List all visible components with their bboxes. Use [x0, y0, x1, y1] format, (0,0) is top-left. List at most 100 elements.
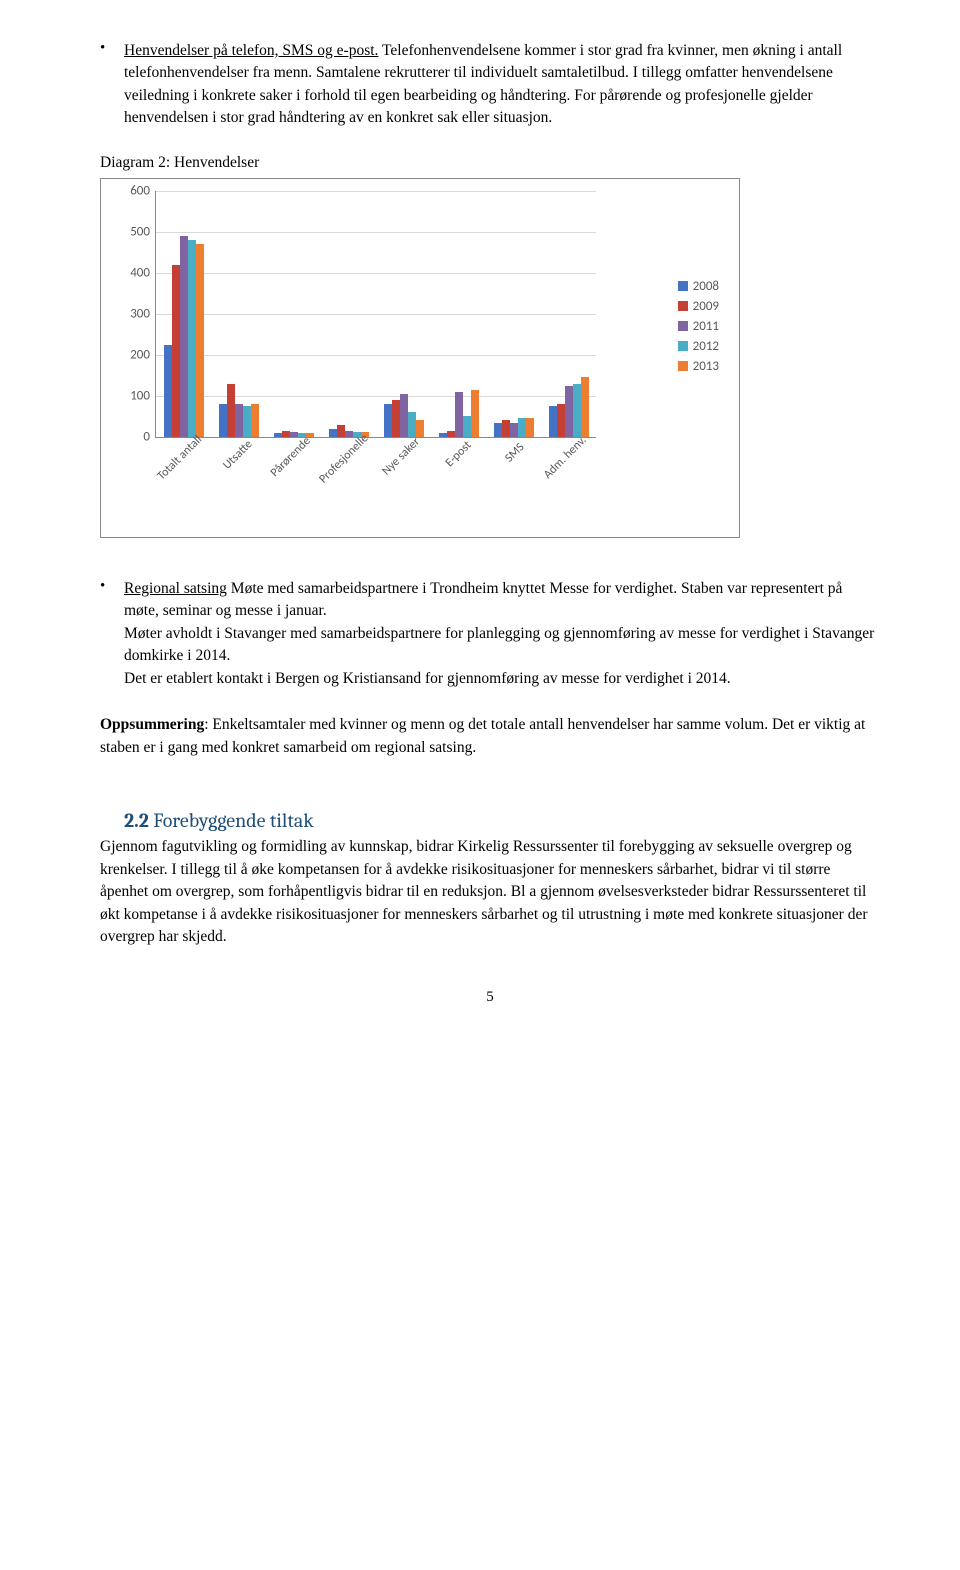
chart-bar: [439, 433, 447, 437]
chart-xlabel: Profesjonelle: [316, 431, 371, 486]
chart-xlabel-cell: Pårørende: [265, 441, 320, 521]
chart-bar: [164, 345, 172, 437]
bullet-marker: •: [100, 578, 124, 690]
section-heading: 2.2 Forebyggende tiltak: [124, 809, 880, 832]
chart-category-group: [321, 191, 376, 437]
chart-bar: [549, 406, 557, 437]
chart-category-group: [376, 191, 431, 437]
chart-bar: [408, 412, 416, 437]
chart-xlabel: Totalt antall: [154, 433, 204, 483]
chart-legend: 2008 2009 2011 2012 2013: [678, 279, 719, 379]
chart-xlabel-cell: Utsatte: [210, 441, 265, 521]
section-title: Forebyggende tiltak: [153, 809, 313, 832]
chart-bar: [581, 377, 589, 436]
chart-xlabel-cell: Nye saker: [375, 441, 430, 521]
chart-xlabel-cell: Adm. henv.: [540, 441, 595, 521]
chart-x-labels: Totalt antallUtsattePårørendeProfesjonel…: [155, 441, 595, 521]
chart-legend-item: 2013: [678, 359, 719, 374]
section-body: Gjennom fagutvikling og formidling av ku…: [100, 836, 880, 948]
chart-category-group: [431, 191, 486, 437]
chart-legend-label: 2008: [693, 279, 719, 294]
chart-bar: [282, 431, 290, 437]
chart-legend-swatch: [678, 301, 688, 311]
chart-title: Diagram 2: Henvendelser: [100, 154, 880, 172]
chart-bar: [180, 236, 188, 437]
chart-bar: [502, 420, 510, 436]
chart-legend-label: 2009: [693, 299, 719, 314]
chart-bar: [557, 404, 565, 437]
chart-bar: [329, 429, 337, 437]
chart-ytick: 100: [130, 388, 150, 403]
section-number: 2.2: [124, 809, 149, 832]
chart-bar: [565, 386, 573, 437]
chart-legend-item: 2009: [678, 299, 719, 314]
bullet-marker: •: [100, 40, 124, 130]
chart-xlabel: Pårørende: [267, 434, 313, 480]
chart-bar: [274, 433, 282, 437]
chart-bar: [447, 431, 455, 437]
chart-bar: [455, 392, 463, 437]
document-page: • Henvendelser på telefon, SMS og e-post…: [0, 0, 960, 1026]
chart-legend-label: 2012: [693, 339, 719, 354]
bullet-item-henvendelser: • Henvendelser på telefon, SMS og e-post…: [100, 40, 880, 130]
chart-ytick: 600: [130, 183, 150, 198]
chart-bars-row: [156, 191, 596, 437]
bullet-title: Regional satsing: [124, 580, 227, 597]
chart-xlabel: SMS: [502, 440, 527, 465]
bullet-text: Henvendelser på telefon, SMS og e-post. …: [124, 40, 880, 130]
chart-legend-swatch: [678, 361, 688, 371]
chart-category-group: [541, 191, 596, 437]
chart-bar: [172, 265, 180, 437]
chart-legend-label: 2011: [693, 319, 719, 334]
chart-xlabel: E-post: [442, 438, 474, 470]
chart-xlabel-cell: Profesjonelle: [320, 441, 375, 521]
chart-ytick: 500: [130, 224, 150, 239]
chart-ytick: 300: [130, 306, 150, 321]
chart-bar: [251, 404, 259, 437]
chart-plot-area: 0100200300400500600: [155, 191, 596, 438]
oppsummering-body: : Enkeltsamtaler med kvinner og menn og …: [100, 716, 865, 755]
chart-xlabel-cell: Totalt antall: [155, 441, 210, 521]
chart-bar: [416, 420, 424, 436]
chart-bar: [384, 404, 392, 437]
chart-xlabel: Adm. henv.: [541, 433, 589, 481]
chart-xlabel: Nye saker: [379, 435, 422, 478]
chart-bar: [243, 406, 251, 437]
chart-category-group: [156, 191, 211, 437]
chart-legend-swatch: [678, 281, 688, 291]
oppsummering-label: Oppsummering: [100, 716, 204, 733]
chart-bar: [188, 240, 196, 437]
page-number: 5: [100, 989, 880, 1006]
chart-xlabel: Utsatte: [220, 437, 255, 472]
chart-xlabel-cell: E-post: [430, 441, 485, 521]
chart-bar: [196, 244, 204, 437]
bullet-text: Regional satsing Møte med samarbeidspart…: [124, 578, 880, 690]
chart-bar: [573, 384, 581, 437]
chart-ytick: 200: [130, 347, 150, 362]
chart-bar: [510, 423, 518, 437]
chart-bar: [518, 418, 526, 436]
chart-xlabel-cell: SMS: [485, 441, 540, 521]
henvendelser-chart: 0100200300400500600 Totalt antallUtsatte…: [100, 178, 740, 538]
chart-bar: [235, 404, 243, 437]
chart-legend-swatch: [678, 321, 688, 331]
chart-bar: [290, 432, 298, 437]
chart-bar: [494, 423, 502, 437]
chart-legend-label: 2013: [693, 359, 719, 374]
chart-bar: [400, 394, 408, 437]
bullet-title: Henvendelser på telefon, SMS og e-post.: [124, 42, 378, 59]
chart-category-group: [266, 191, 321, 437]
chart-category-group: [211, 191, 266, 437]
bullet-item-regional: • Regional satsing Møte med samarbeidspa…: [100, 578, 880, 690]
oppsummering-paragraph: Oppsummering: Enkeltsamtaler med kvinner…: [100, 714, 880, 759]
chart-bar: [526, 418, 534, 436]
chart-bar: [227, 384, 235, 437]
chart-legend-item: 2008: [678, 279, 719, 294]
chart-bar: [345, 431, 353, 437]
chart-bar: [392, 400, 400, 437]
chart-legend-swatch: [678, 341, 688, 351]
chart-bar: [337, 425, 345, 437]
bullet-body: Møte med samarbeidspartnere i Trondheim …: [124, 580, 874, 687]
chart-category-group: [486, 191, 541, 437]
chart-ytick: 0: [143, 429, 150, 444]
